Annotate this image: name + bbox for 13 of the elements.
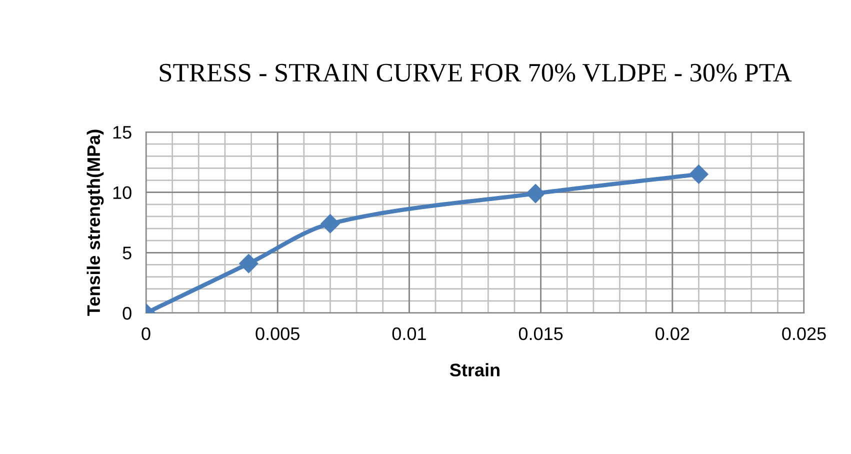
y-tick-label: 15	[113, 126, 132, 139]
y-tick-label: 5	[122, 246, 132, 260]
chart-title: STRESS - STRAIN CURVE FOR 70% VLDPE - 30% PTA	[160, 64, 792, 82]
y-axis-title: Tensile strength(MPa)	[86, 130, 104, 316]
y-tick-label: 0	[122, 306, 132, 320]
x-tick-label: 0.02	[656, 327, 690, 340]
x-tick-label: 0	[142, 327, 150, 340]
x-tick-label: 0.005	[256, 327, 300, 340]
x-axis-title: Strain	[450, 363, 500, 376]
x-tick-label: 0.01	[392, 327, 426, 340]
x-tick-label: 0.025	[782, 327, 826, 340]
x-tick-label: 0.015	[518, 327, 563, 340]
y-tick-label: 10	[113, 186, 132, 200]
